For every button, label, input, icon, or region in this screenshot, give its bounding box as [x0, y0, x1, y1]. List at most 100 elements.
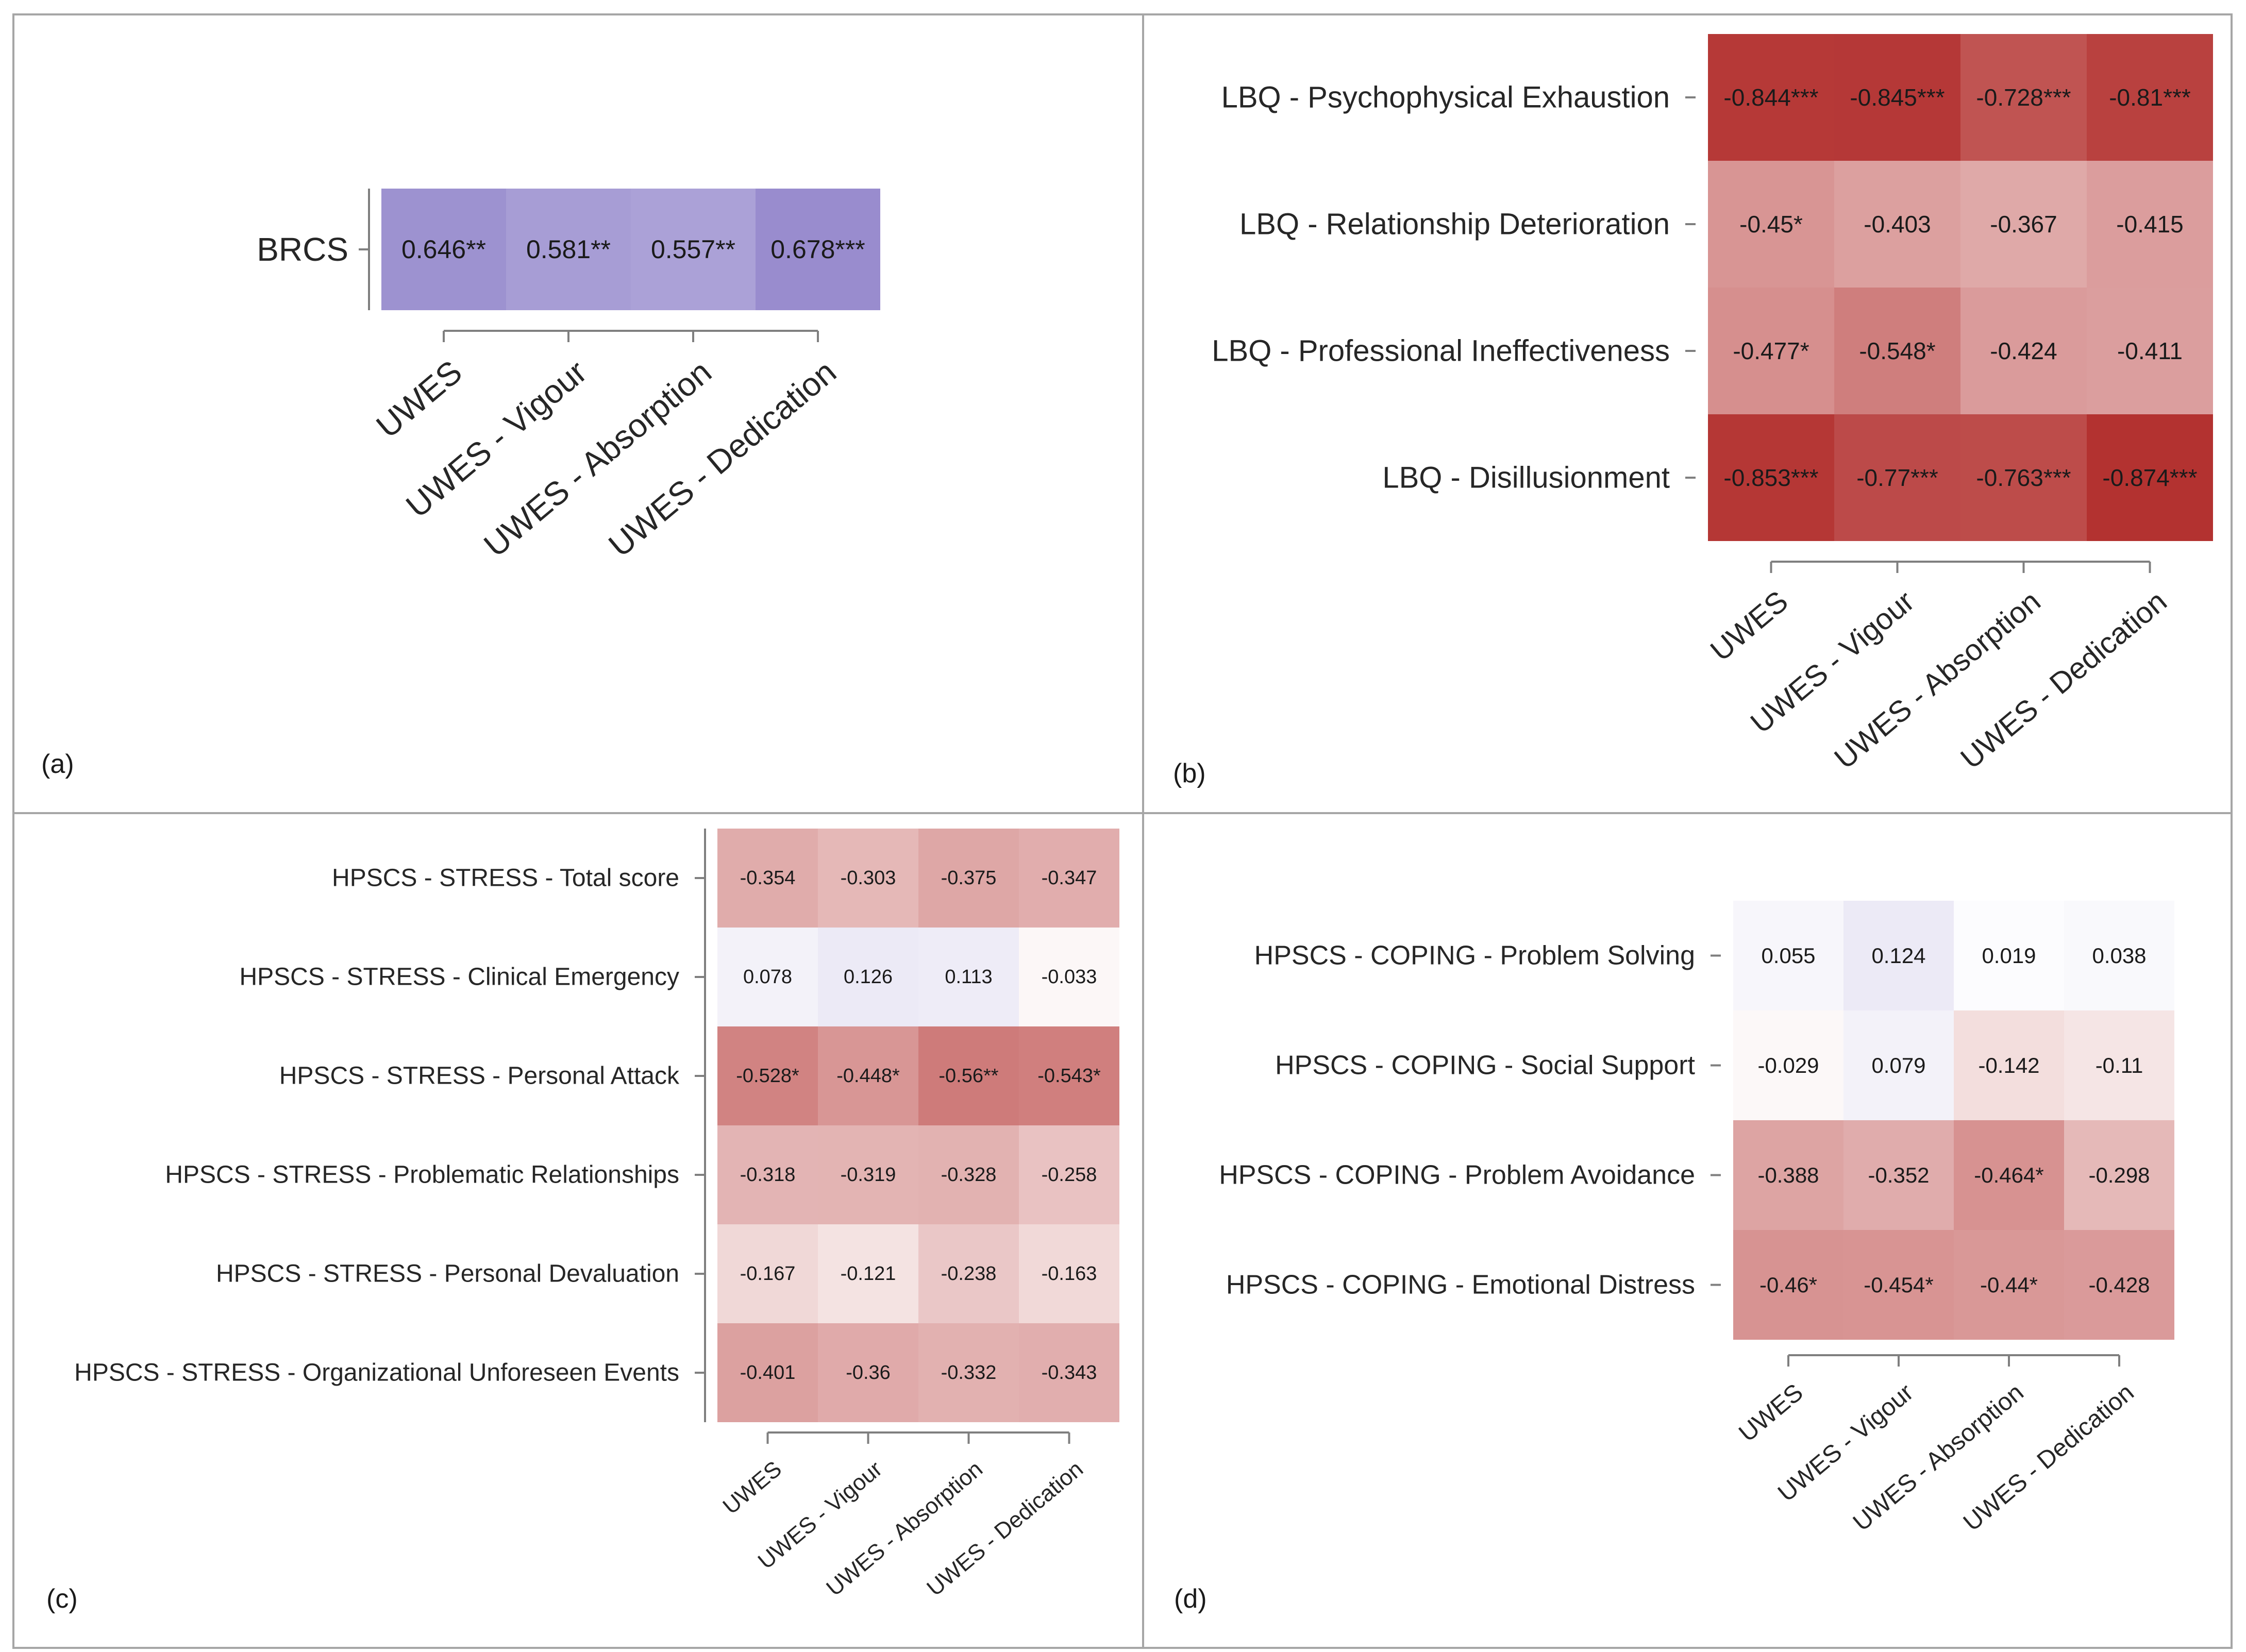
cell-label: 0.646** [401, 235, 486, 264]
heatmap-cell [2087, 161, 2213, 288]
heatmap-cell [1834, 161, 1960, 288]
cell-label: -0.46* [1759, 1273, 1817, 1297]
heatmap-cell [717, 1026, 818, 1125]
column-label: UWES - Absorption [1828, 584, 2047, 776]
cell-label: -0.477* [1733, 338, 1809, 364]
cell-label: -0.728*** [1976, 84, 2071, 111]
heatmap-panel-2: -0.844*** -0.845*** -0.728*** -0.81*** -0.45… [1173, 34, 2213, 788]
cell-label: -0.424 [1990, 338, 2057, 364]
panels: 0.646** 0.581** 0.557** 0.678***BRCSUWESUWE… [41, 34, 2213, 1614]
cell-label: -0.415 [2116, 211, 2183, 238]
row-axis: BRCS [257, 189, 370, 310]
row-axis: HPSCS - COPING - Problem Solving HPSCS - … [1219, 941, 1721, 1300]
column-label: UWES [369, 353, 468, 445]
heatmap-cell [2087, 34, 2213, 161]
heatmap-cell [918, 1125, 1019, 1224]
column-label: UWES [718, 1456, 786, 1519]
cell-label: -0.454* [1864, 1273, 1933, 1297]
panel-tag: (c) [46, 1584, 78, 1614]
heatmap-cell [1960, 34, 2087, 161]
heatmap-cells: -0.354 -0.303 -0.375 -0.347 0.078 0.126 0.113 -… [717, 829, 1119, 1422]
cell-label: -0.11 [2096, 1053, 2143, 1077]
heatmap-cell [1019, 1125, 1119, 1224]
heatmap-cell [1843, 901, 1954, 1010]
cell-label: -0.428 [2088, 1273, 2150, 1297]
heatmap-cell [1843, 1120, 1954, 1230]
heatmap-cell [1834, 34, 1960, 161]
heatmap-cell [1843, 1010, 1954, 1120]
heatmap-cell [918, 1026, 1019, 1125]
heatmap-cell [918, 928, 1019, 1026]
cell-label: -0.332 [941, 1362, 997, 1384]
heatmap-cell [918, 1323, 1019, 1422]
cell-label: -0.56** [938, 1065, 998, 1087]
cell-label: 0.055 [1761, 943, 1815, 968]
heatmap-cell [1019, 1026, 1119, 1125]
cell-label: -0.318 [740, 1164, 796, 1186]
row-axis: LBQ - Psychophysical Exhaustion LBQ - Rel… [1212, 81, 1696, 495]
cell-label: -0.36 [846, 1362, 891, 1384]
heatmap-cell [717, 1323, 818, 1422]
row-label: HPSCS - COPING - Emotional Distress [1226, 1270, 1695, 1300]
heatmap-cell [1733, 1230, 1843, 1340]
heatmap-cells: 0.055 0.124 0.019 0.038 -0.029 0.079 -0.142 -0.… [1733, 901, 2174, 1340]
row-label: HPSCS - COPING - Social Support [1275, 1051, 1695, 1081]
row-axis: HPSCS - STRESS - Total score HPSCS - STRE… [74, 829, 706, 1422]
row-label: HPSCS - COPING - Problem Avoidance [1219, 1160, 1695, 1190]
row-label: HPSCS - STRESS - Total score [332, 865, 679, 892]
heatmap-cell [717, 1224, 818, 1323]
heatmap-cell [1834, 414, 1960, 541]
row-label: LBQ - Disillusionment [1382, 461, 1670, 495]
heatmap-cell [1954, 1230, 2064, 1340]
heatmap-cell [1843, 1230, 1954, 1340]
heatmap-cell [1960, 414, 2087, 541]
cell-label: -0.874*** [2102, 464, 2197, 491]
heatmap-cell [2087, 414, 2213, 541]
heatmap-cell [1733, 1120, 1843, 1230]
heatmap-cell [2064, 1230, 2174, 1340]
cell-label: -0.029 [1757, 1053, 1819, 1077]
heatmap-cell [2064, 1010, 2174, 1120]
cell-label: -0.411 [2117, 338, 2183, 364]
heatmap-cell [1960, 161, 2087, 288]
cell-label: 0.038 [2092, 943, 2146, 968]
cell-label: -0.142 [1978, 1053, 2039, 1077]
cell-label: -0.367 [1990, 211, 2057, 238]
heatmap-cell [818, 1125, 918, 1224]
heatmap-cell [818, 829, 918, 928]
cell-label: 0.019 [1982, 943, 2036, 968]
panel-tag: (d) [1174, 1584, 1207, 1614]
heatmap-cell [1954, 1120, 2064, 1230]
heatmap-panel-3: -0.354 -0.303 -0.375 -0.347 0.078 0.126 0.113 -… [46, 829, 1119, 1614]
cell-label: -0.167 [740, 1263, 796, 1285]
cell-label: -0.319 [841, 1164, 896, 1186]
column-label: UWES - Absorption [477, 353, 718, 564]
cell-label: -0.403 [1864, 211, 1931, 238]
row-label: LBQ - Professional Ineffectiveness [1212, 334, 1670, 368]
cell-label: -0.343 [1042, 1362, 1097, 1384]
cell-label: -0.845*** [1850, 84, 1945, 111]
cell-label: -0.464* [1974, 1163, 2043, 1187]
row-label: HPSCS - COPING - Problem Solving [1254, 941, 1695, 971]
heatmap-cell [1708, 414, 1834, 541]
cell-label: -0.163 [1042, 1263, 1097, 1285]
cell-label: -0.77*** [1856, 464, 1938, 491]
heatmap-cell [1019, 928, 1119, 1026]
cell-label: -0.258 [1042, 1164, 1097, 1186]
cell-label: 0.124 [1871, 943, 1925, 968]
cell-label: 0.581** [526, 235, 611, 264]
cell-label: -0.375 [941, 867, 997, 889]
cell-label: -0.354 [740, 867, 796, 889]
cell-label: -0.298 [2088, 1163, 2150, 1187]
cell-label: -0.448* [836, 1065, 900, 1087]
cell-label: -0.303 [841, 867, 896, 889]
column-label: UWES [1734, 1379, 1808, 1447]
row-label: HPSCS - STRESS - Clinical Emergency [239, 964, 679, 991]
row-label: HPSCS - STRESS - Organizational Unforese… [74, 1359, 679, 1387]
cell-label: -0.328 [941, 1164, 997, 1186]
cell-label: -0.352 [1868, 1163, 1929, 1187]
cell-label: -0.543* [1037, 1065, 1101, 1087]
cell-label: 0.078 [743, 966, 792, 988]
